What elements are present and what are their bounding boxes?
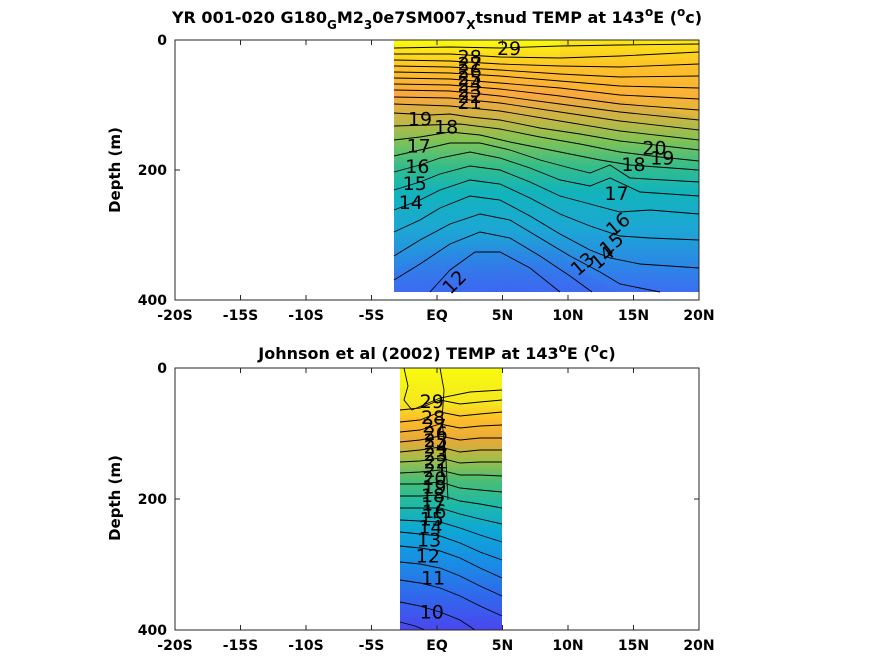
observed-temp-contour-label: 29 (420, 391, 444, 413)
model-temp-x-tick-label: -10S (288, 308, 323, 324)
model-temp-y-label: Depth (m) (106, 127, 124, 213)
model-temp-y-tick-label: 400 (138, 293, 167, 309)
observed-temp-x-tick-label: EQ (426, 638, 448, 654)
model-temp-axes: -20S -15S -10S -5S EQ 5N 10N 15N 20N 0 200 400 Dep… (106, 33, 715, 324)
observed-temp-contour-label: 15 (420, 509, 444, 531)
model-temp-x-ticks: -20S -15S -10S -5S EQ 5N 10N 15N 20N (157, 40, 715, 324)
model-temp-contour-label: 20 (642, 137, 666, 159)
model-temp-contour-label: 14 (399, 192, 423, 214)
observed-temp-contour-label: 11 (421, 568, 445, 590)
model-temp-contour-label: 25 (458, 68, 482, 90)
model-temp-x-tick-label: -15S (223, 308, 258, 324)
observed-temp-x-tick-label: 5N (492, 638, 513, 654)
observed-temp-contour-label: 12 (416, 545, 440, 567)
model-temp-title: YR 001-020 G180GM230e7SM007Xtsnud TEMP a… (171, 5, 702, 32)
observed-temp-x-ticks: -20S -15S -10S -5S EQ 5N 10N 15N 20N (157, 368, 715, 654)
observed-temp-contour-label: 19 (422, 477, 446, 499)
observed-temp-contour-label: 24 (424, 437, 448, 459)
model-temp-x-tick-label: 15N (618, 308, 649, 324)
observed-temp-contour-label: 20 (422, 468, 446, 490)
observed-temp-x-tick-label: -10S (288, 638, 323, 654)
model-temp-x-tick-label: 5N (492, 308, 513, 324)
model-temp-contour-label: 19 (408, 109, 432, 131)
observed-temp-contour-label: 27 (422, 416, 446, 438)
model-temp-contour-label: 19 (650, 148, 674, 170)
model-temp-x-tick-label: -20S (157, 308, 192, 324)
observed-temp-field (400, 368, 502, 630)
model-temp-contour-label: 29 (497, 38, 521, 60)
observed-temp-y-ticks: 0 200 400 (138, 361, 699, 639)
model-temp-contour-label: 17 (407, 135, 431, 157)
observed-temp-contour-label: 13 (417, 530, 441, 552)
model-temp-contour-label: 22 (458, 86, 482, 108)
model-temp-y-tick-label: 200 (138, 163, 167, 179)
observed-temp-axes: -20S -15S -10S -5S EQ 5N 10N 15N 20N 0 200 400 Dep… (106, 361, 715, 654)
model-temp-contour-label: 18 (621, 154, 645, 176)
observed-temp-contour-label: 18 (421, 485, 445, 507)
observed-temp-contour-label: 16 (422, 501, 446, 523)
observed-temp-x-tick-label: -15S (223, 638, 258, 654)
observed-temp-contour-label: 23 (424, 444, 448, 466)
observed-temp-contour-label: 25 (424, 430, 448, 452)
model-temp-contour-label: 21 (458, 92, 482, 114)
model-temp-x-tick-label: EQ (426, 308, 448, 324)
observed-temp-x-tick-label: 15N (618, 638, 649, 654)
observed-temp-panel: Johnson et al (2002) TEMP at 143oE (oc) (106, 341, 715, 654)
model-temp-x-tick-label: -5S (359, 308, 385, 324)
model-temp-y-tick-label: 0 (157, 33, 167, 49)
model-temp-contour-label: 15 (403, 173, 427, 195)
model-temp-contour-label: 23 (458, 80, 482, 102)
observed-temp-x-tick-label: 20N (683, 638, 714, 654)
model-temp-contour-label: 16 (405, 156, 429, 178)
model-temp-contour-label: 18 (434, 116, 458, 138)
model-temp-x-tick-label: 10N (552, 308, 583, 324)
observed-temp-x-tick-label: 10N (552, 638, 583, 654)
model-temp-contour-label: 28 (458, 46, 482, 68)
observed-temp-y-label: Depth (m) (106, 455, 124, 541)
observed-temp-y-tick-label: 400 (138, 623, 167, 639)
observed-temp-x-tick-label: -20S (157, 638, 192, 654)
model-temp-panel: YR 001-020 G180GM230e7SM007Xtsnud TEMP a… (106, 5, 715, 324)
observed-temp-contour-label: 14 (418, 517, 442, 539)
observed-temp-contour-label: 21 (424, 460, 448, 482)
model-temp-y-ticks: 0 200 400 (138, 33, 699, 309)
model-temp-contours (393, 43, 700, 293)
observed-temp-contour-label: 28 (421, 407, 445, 429)
observed-temp-contour-label: 17 (421, 494, 445, 516)
model-temp-contour-label: 17 (604, 183, 628, 205)
model-temp-contour-label: 27 (458, 53, 482, 75)
observed-temp-contour-label: 22 (424, 452, 448, 474)
observed-temp-title: Johnson et al (2002) TEMP at 143oE (oc) (257, 341, 615, 363)
observed-temp-contours (399, 367, 503, 631)
model-temp-x-tick-label: 20N (683, 308, 714, 324)
observed-temp-x-tick-label: -5S (359, 638, 385, 654)
observed-temp-y-tick-label: 200 (138, 492, 167, 508)
observed-temp-y-tick-label: 0 (157, 361, 167, 377)
model-temp-contour-label: 26 (458, 61, 482, 83)
observed-temp-contour-label: 26 (424, 423, 448, 445)
observed-temp-contour-label: 10 (420, 602, 444, 624)
model-temp-contour-label: 24 (458, 74, 482, 96)
